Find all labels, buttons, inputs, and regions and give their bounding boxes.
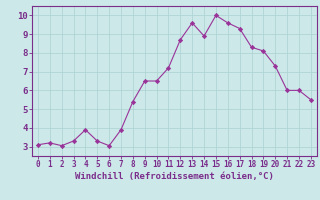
- X-axis label: Windchill (Refroidissement éolien,°C): Windchill (Refroidissement éolien,°C): [75, 172, 274, 181]
